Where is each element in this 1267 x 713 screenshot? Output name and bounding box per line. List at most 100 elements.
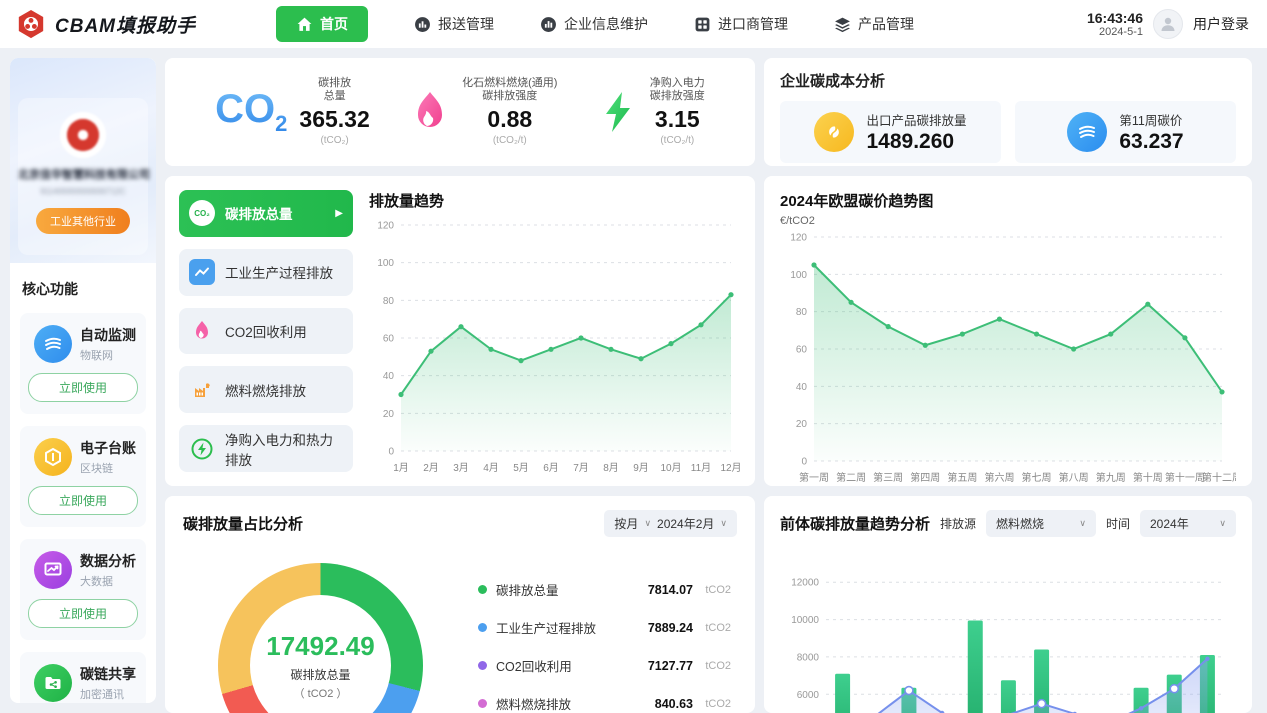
- nav-report-management[interactable]: 报送管理: [414, 14, 494, 34]
- share-folder-icon: [34, 664, 72, 702]
- company-card: 北京佳华智慧科技有限公司 911400000000000712C 工业其他行业: [10, 58, 156, 263]
- co2-cloud-icon: CO₂: [189, 200, 215, 227]
- home-icon: [297, 17, 312, 31]
- nav-company-info[interactable]: 企业信息维护: [540, 14, 648, 34]
- svg-text:80: 80: [383, 296, 395, 307]
- feature-e-ledger: 电子台账 区块链 立即使用: [20, 426, 146, 527]
- svg-text:20: 20: [796, 419, 808, 430]
- svg-text:第十一周: 第十一周: [1165, 471, 1205, 484]
- menu-fuel-combustion[interactable]: 燃料燃烧排放: [179, 366, 353, 414]
- y-axis-unit: €/tCO2: [780, 215, 815, 227]
- feature-carbon-chain-sharing: 碳链共享 加密通讯 立即使用: [20, 652, 146, 703]
- use-now-button[interactable]: 立即使用: [28, 599, 138, 628]
- nav-home[interactable]: 首页: [276, 6, 368, 42]
- svg-text:0: 0: [388, 447, 394, 458]
- svg-text:3月: 3月: [453, 462, 469, 474]
- svg-text:第七周: 第七周: [1022, 471, 1052, 484]
- weekly-carbon-price-card: 第11周碳价 63.237: [1015, 101, 1236, 163]
- svg-text:10月: 10月: [660, 462, 681, 474]
- calculator-icon: [695, 17, 710, 31]
- chevron-down-icon: ∨: [644, 518, 652, 528]
- svg-text:第一周: 第一周: [799, 471, 829, 484]
- green-bolt-icon: [189, 436, 215, 462]
- period-filter-dropdown[interactable]: 按月 ∨ 2024年2月 ∨: [604, 510, 737, 537]
- svg-text:120: 120: [790, 233, 807, 244]
- app-title: CBAM填报助手: [55, 15, 196, 37]
- nav-product-management[interactable]: 产品管理: [834, 14, 914, 34]
- menu-purchased-electricity[interactable]: 净购入电力和热力排放: [179, 425, 353, 472]
- legend-item: CO2回收利用 7127.77 tCO2: [478, 656, 731, 675]
- svg-text:第五周: 第五周: [947, 471, 977, 484]
- menu-industrial-process[interactable]: 工业生产过程排放: [179, 248, 353, 296]
- main-nav: 首页 报送管理 企业信息维护 进口商管理 产品管理: [276, 6, 1087, 42]
- svg-text:12月: 12月: [720, 462, 741, 474]
- svg-text:100: 100: [790, 270, 807, 281]
- svg-text:120: 120: [377, 221, 394, 232]
- date-value: 2024-5-1: [1098, 25, 1143, 38]
- page-content: 北京佳华智慧科技有限公司 911400000000000712C 工业其他行业 …: [0, 48, 1267, 713]
- line-chart-icon: [189, 259, 215, 286]
- coin-icon: [814, 112, 855, 152]
- login-link[interactable]: 用户登录: [1193, 16, 1249, 32]
- kpi-value: 3.15: [654, 106, 700, 133]
- svg-text:0: 0: [801, 457, 807, 468]
- emission-source-dropdown[interactable]: 燃料燃烧 ∨: [985, 510, 1096, 537]
- kpi-unit: (tCO₂/t): [492, 134, 527, 146]
- emission-trend-chart: 排放量趋势 0 20 40 60 80 100 120 1月 2月 3月 4月 5月 6月 7月 8月 9月 1…: [369, 193, 742, 474]
- svg-text:60: 60: [383, 334, 395, 345]
- core-functions-title: 核心功能: [22, 281, 78, 297]
- svg-text:80: 80: [796, 307, 808, 318]
- company-code: 911400000000000712C: [40, 187, 126, 196]
- kpi-fossil-intensity: 化石燃料燃烧(通用) 碳排放强度 0.88 (tCO₂/t): [410, 77, 557, 148]
- svg-text:第九周: 第九周: [1096, 471, 1126, 484]
- svg-text:第四周: 第四周: [910, 471, 940, 484]
- header-right: 16:43:46 2024-5-1 用户登录: [1087, 9, 1249, 39]
- kpi-value: 365.32: [299, 106, 370, 133]
- chevron-down-icon: ∨: [1219, 518, 1226, 528]
- globe-icon: [1067, 112, 1108, 152]
- svg-text:6000: 6000: [797, 690, 820, 701]
- report-icon: [415, 16, 430, 32]
- industry-tag: 工业其他行业: [36, 208, 130, 234]
- svg-text:100: 100: [377, 258, 394, 269]
- user-avatar[interactable]: [1153, 9, 1183, 39]
- svg-text:第三周: 第三周: [873, 471, 903, 484]
- precursor-trend-panel: 前体碳排放量趋势分析 排放源 燃料燃烧 ∨ 时间 2024年 ∨ 12000 10…: [764, 496, 1252, 713]
- chevron-down-icon: ∨: [720, 518, 727, 528]
- kpi-unit: (tCO₂/t): [660, 134, 695, 146]
- feature-auto-monitoring: 自动监测 物联网 立即使用: [20, 313, 146, 414]
- clock: 16:43:46 2024-5-1: [1087, 10, 1143, 39]
- year-dropdown[interactable]: 2024年 ∨: [1140, 510, 1236, 537]
- legend-item: 工业生产过程排放 7889.24 tCO2: [478, 618, 731, 637]
- layers-icon: [835, 17, 850, 32]
- svg-text:5月: 5月: [513, 462, 529, 474]
- arrow-right-icon: ▶: [335, 207, 343, 219]
- svg-text:6月: 6月: [543, 462, 559, 474]
- svg-text:2月: 2月: [423, 462, 439, 474]
- svg-text:4月: 4月: [483, 462, 499, 474]
- svg-text:7月: 7月: [573, 462, 589, 474]
- svg-text:9月: 9月: [633, 462, 649, 474]
- svg-text:第六周: 第六周: [984, 471, 1014, 484]
- center-column: CO2 碳排放 总量 365.32 (tCO₂) 化石燃料燃烧(通用) 碳排放强度 …: [165, 58, 755, 713]
- menu-total-emissions[interactable]: CO₂ 碳排放总量 ▶: [179, 190, 353, 237]
- kpi-panel: CO2 碳排放 总量 365.32 (tCO₂) 化石燃料燃烧(通用) 碳排放强度 …: [165, 58, 755, 166]
- analytics-icon: [34, 551, 72, 589]
- use-now-button[interactable]: 立即使用: [28, 486, 138, 515]
- donut-chart: 17492.49 碳排放总量 （ tCO2 ）: [218, 563, 423, 713]
- eu-carbon-price-panel: 2024年欧盟碳价趋势图 €/tCO2 0 20 40 60 80 100 120 第一周 第二…: [764, 176, 1252, 486]
- company-info-icon: [541, 16, 556, 32]
- menu-co2-recovery[interactable]: CO2回收利用: [179, 307, 353, 355]
- nav-importer-management[interactable]: 进口商管理: [694, 14, 788, 34]
- lightning-icon: [605, 92, 630, 132]
- donut-legend: 碳排放总量 7814.07 tCO2 工业生产过程排放 7889.24 tCO2 CO2…: [478, 580, 737, 713]
- use-now-button[interactable]: 立即使用: [28, 373, 138, 402]
- svg-text:第十周: 第十周: [1133, 471, 1163, 484]
- svg-text:11月: 11月: [691, 462, 711, 474]
- brand-logo-icon: [18, 9, 44, 39]
- svg-text:10000: 10000: [791, 615, 819, 626]
- legend-item: 碳排放总量 7814.07 tCO2: [478, 580, 731, 599]
- emission-type-menu: CO₂ 碳排放总量 ▶ 工业生产过程排放 CO2回收利用: [179, 190, 353, 472]
- company-logo: [60, 112, 106, 158]
- svg-text:8000: 8000: [797, 652, 820, 663]
